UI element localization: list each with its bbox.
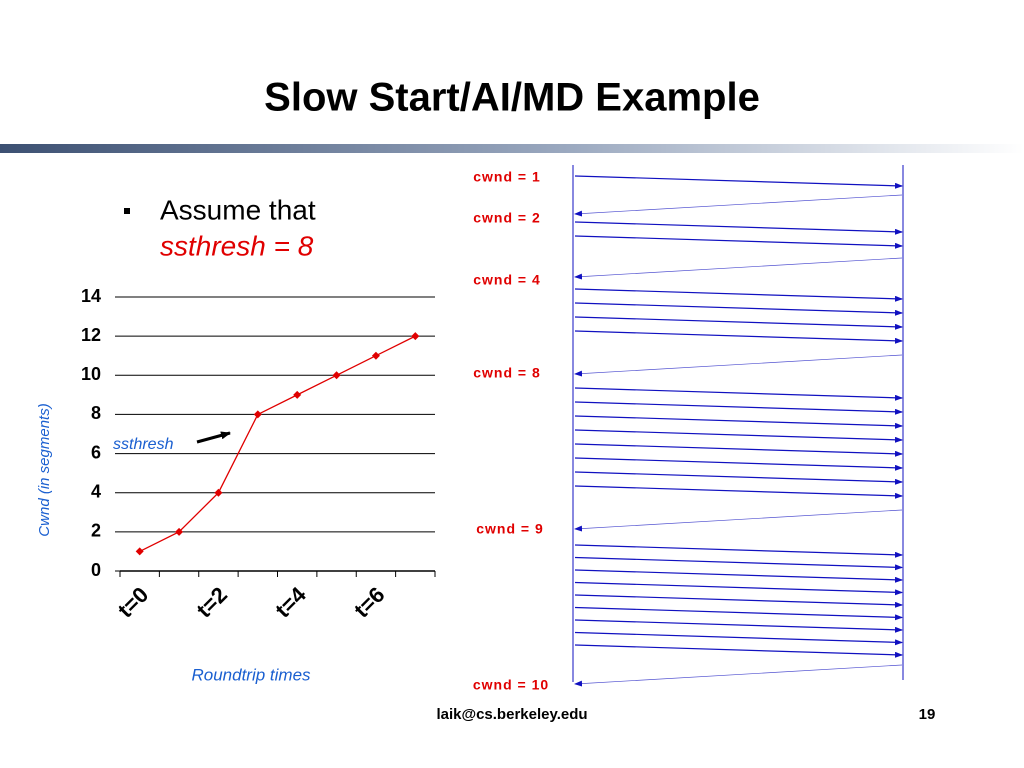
y-tick-label: 0	[91, 560, 101, 580]
segment-arrow	[574, 443, 903, 457]
x-axis-label: Roundtrip times	[191, 665, 311, 684]
segment-arrow	[574, 330, 903, 344]
segment-arrow	[574, 606, 903, 621]
segment-arrow	[574, 544, 903, 558]
cwnd-label: cwnd = 4	[473, 272, 541, 288]
ack-arrow	[574, 354, 903, 377]
y-tick-label: 12	[81, 325, 101, 345]
y-axis-label: Cwnd (in segments)	[36, 403, 53, 536]
segment-arrow	[574, 387, 903, 401]
data-point	[175, 527, 184, 536]
segment-arrow	[574, 302, 903, 316]
segment-arrow	[574, 457, 903, 471]
x-tick-label: t=4	[270, 581, 311, 622]
data-point	[332, 371, 341, 380]
annotation: ssthresh	[113, 436, 174, 453]
segment-arrow	[574, 581, 903, 596]
ack-arrow	[574, 194, 903, 217]
ack-arrow	[574, 509, 903, 532]
annotation-arrow	[196, 431, 231, 444]
page-number: 19	[919, 706, 936, 723]
bullet-marker	[124, 208, 130, 214]
data-point	[253, 410, 262, 419]
segment-arrow	[574, 175, 903, 189]
cwnd-label: cwnd = 10	[473, 677, 549, 693]
cwnd-label: cwnd = 9	[476, 521, 544, 537]
y-tick-label: 4	[91, 481, 101, 501]
ack-arrow	[574, 664, 903, 687]
data-point	[293, 390, 302, 399]
x-tick-label: t=2	[191, 582, 232, 623]
segment-arrow	[574, 485, 903, 499]
segment-arrow	[574, 569, 903, 583]
y-tick-label: 10	[81, 364, 101, 384]
data-point	[371, 351, 380, 360]
segment-arrow	[574, 288, 903, 302]
bullet-text: Assume that	[160, 194, 316, 225]
segment-arrow	[574, 415, 903, 429]
x-tick-label: t=0	[113, 582, 154, 623]
y-tick-label: 6	[91, 442, 101, 462]
segment-arrow	[574, 221, 903, 235]
segment-arrow	[574, 556, 903, 571]
data-point	[411, 332, 420, 341]
slide-title: Slow Start/AI/MD Example	[264, 76, 760, 120]
x-tick-label: t=6	[349, 582, 390, 623]
bullet-highlight: ssthresh = 8	[160, 230, 314, 261]
cwnd-label: cwnd = 2	[473, 210, 541, 226]
y-tick-label: 2	[91, 521, 101, 541]
segment-arrow	[574, 619, 903, 633]
segment-arrow	[574, 471, 903, 485]
data-line	[139, 335, 416, 553]
segment-arrow	[574, 429, 903, 443]
cwnd-label: cwnd = 8	[473, 365, 541, 381]
segment-arrow	[574, 631, 903, 646]
data-point	[214, 488, 223, 497]
segment-arrow	[574, 594, 903, 608]
segment-arrow	[574, 644, 903, 658]
footer-email: laik@cs.berkeley.edu	[436, 706, 587, 723]
segment-arrow	[574, 235, 903, 249]
ack-arrow	[574, 257, 903, 280]
y-tick-label: 14	[81, 286, 101, 306]
title-bar	[0, 144, 1024, 153]
y-tick-label: 8	[91, 403, 101, 423]
segment-arrow	[574, 316, 903, 330]
cwnd-label: cwnd = 1	[473, 169, 541, 185]
segment-arrow	[574, 401, 903, 415]
data-point	[135, 547, 144, 556]
